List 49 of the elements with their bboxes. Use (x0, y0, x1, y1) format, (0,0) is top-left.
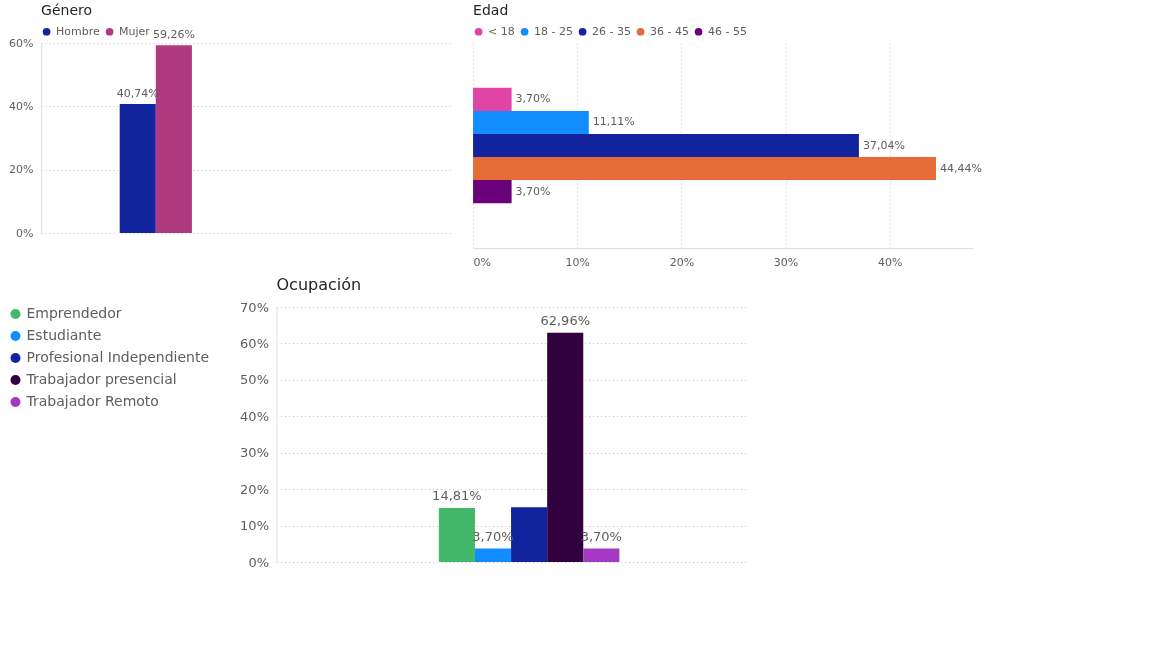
y-tick-label: 0% (248, 554, 269, 570)
x-tick-label: 40% (878, 255, 903, 269)
y-tick-label: 60% (9, 36, 34, 50)
legend-label: Estudiante (26, 327, 102, 343)
y-tick-label: 60% (240, 335, 269, 351)
legend-label: 26 - 35 (592, 24, 632, 38)
legend-label: Mujer (119, 24, 151, 38)
x-tick-label: 0% (473, 255, 492, 269)
data-label: 62,96% (540, 312, 591, 328)
y-tick-label: 30% (240, 445, 269, 461)
legend-label: 18 - 25 (534, 24, 574, 38)
data-label: 3,70% (515, 92, 551, 106)
bar (438, 508, 475, 562)
legend-label: Emprendedor (26, 305, 122, 321)
legend-label: 46 - 55 (708, 24, 748, 38)
legend-label: Trabajador presencial (25, 371, 177, 387)
bar (473, 133, 859, 158)
legend-label: 36 - 45 (650, 24, 690, 38)
legend-label: Trabajador Remoto (25, 393, 159, 409)
bar (473, 110, 589, 134)
y-tick-label: 40% (9, 99, 34, 113)
data-label: 37,04% (862, 138, 905, 152)
legend-label: < 18 (488, 24, 515, 38)
y-tick-label: 40% (240, 408, 269, 424)
x-tick-label: 30% (773, 255, 799, 269)
legend-label: Hombre (56, 24, 101, 38)
bar (474, 548, 512, 562)
bar (583, 548, 620, 562)
bar (511, 507, 548, 562)
bar (473, 180, 512, 204)
legend-label: Profesional Independiente (26, 349, 210, 365)
y-tick-label: 70% (240, 299, 269, 315)
y-tick-label: 10% (240, 518, 269, 534)
data-label: 14,81% (432, 488, 482, 504)
y-tick-label: 20% (9, 163, 34, 177)
data-label: 11,11% (592, 115, 635, 129)
bar (473, 157, 936, 181)
chart-title: Ocupación (276, 275, 362, 294)
x-tick-label: 20% (669, 255, 695, 269)
chart-title: Edad (473, 2, 509, 18)
y-tick-label: 50% (240, 372, 269, 388)
x-tick-label: 10% (565, 255, 590, 269)
y-tick-label: 20% (240, 481, 269, 497)
data-label: 44,44% (939, 161, 982, 175)
data-label: 3,70% (515, 184, 551, 198)
chart-title: Género (41, 2, 93, 18)
data-label: 59,26% (152, 28, 195, 42)
y-tick-label: 0% (16, 226, 34, 240)
bar (473, 87, 512, 111)
